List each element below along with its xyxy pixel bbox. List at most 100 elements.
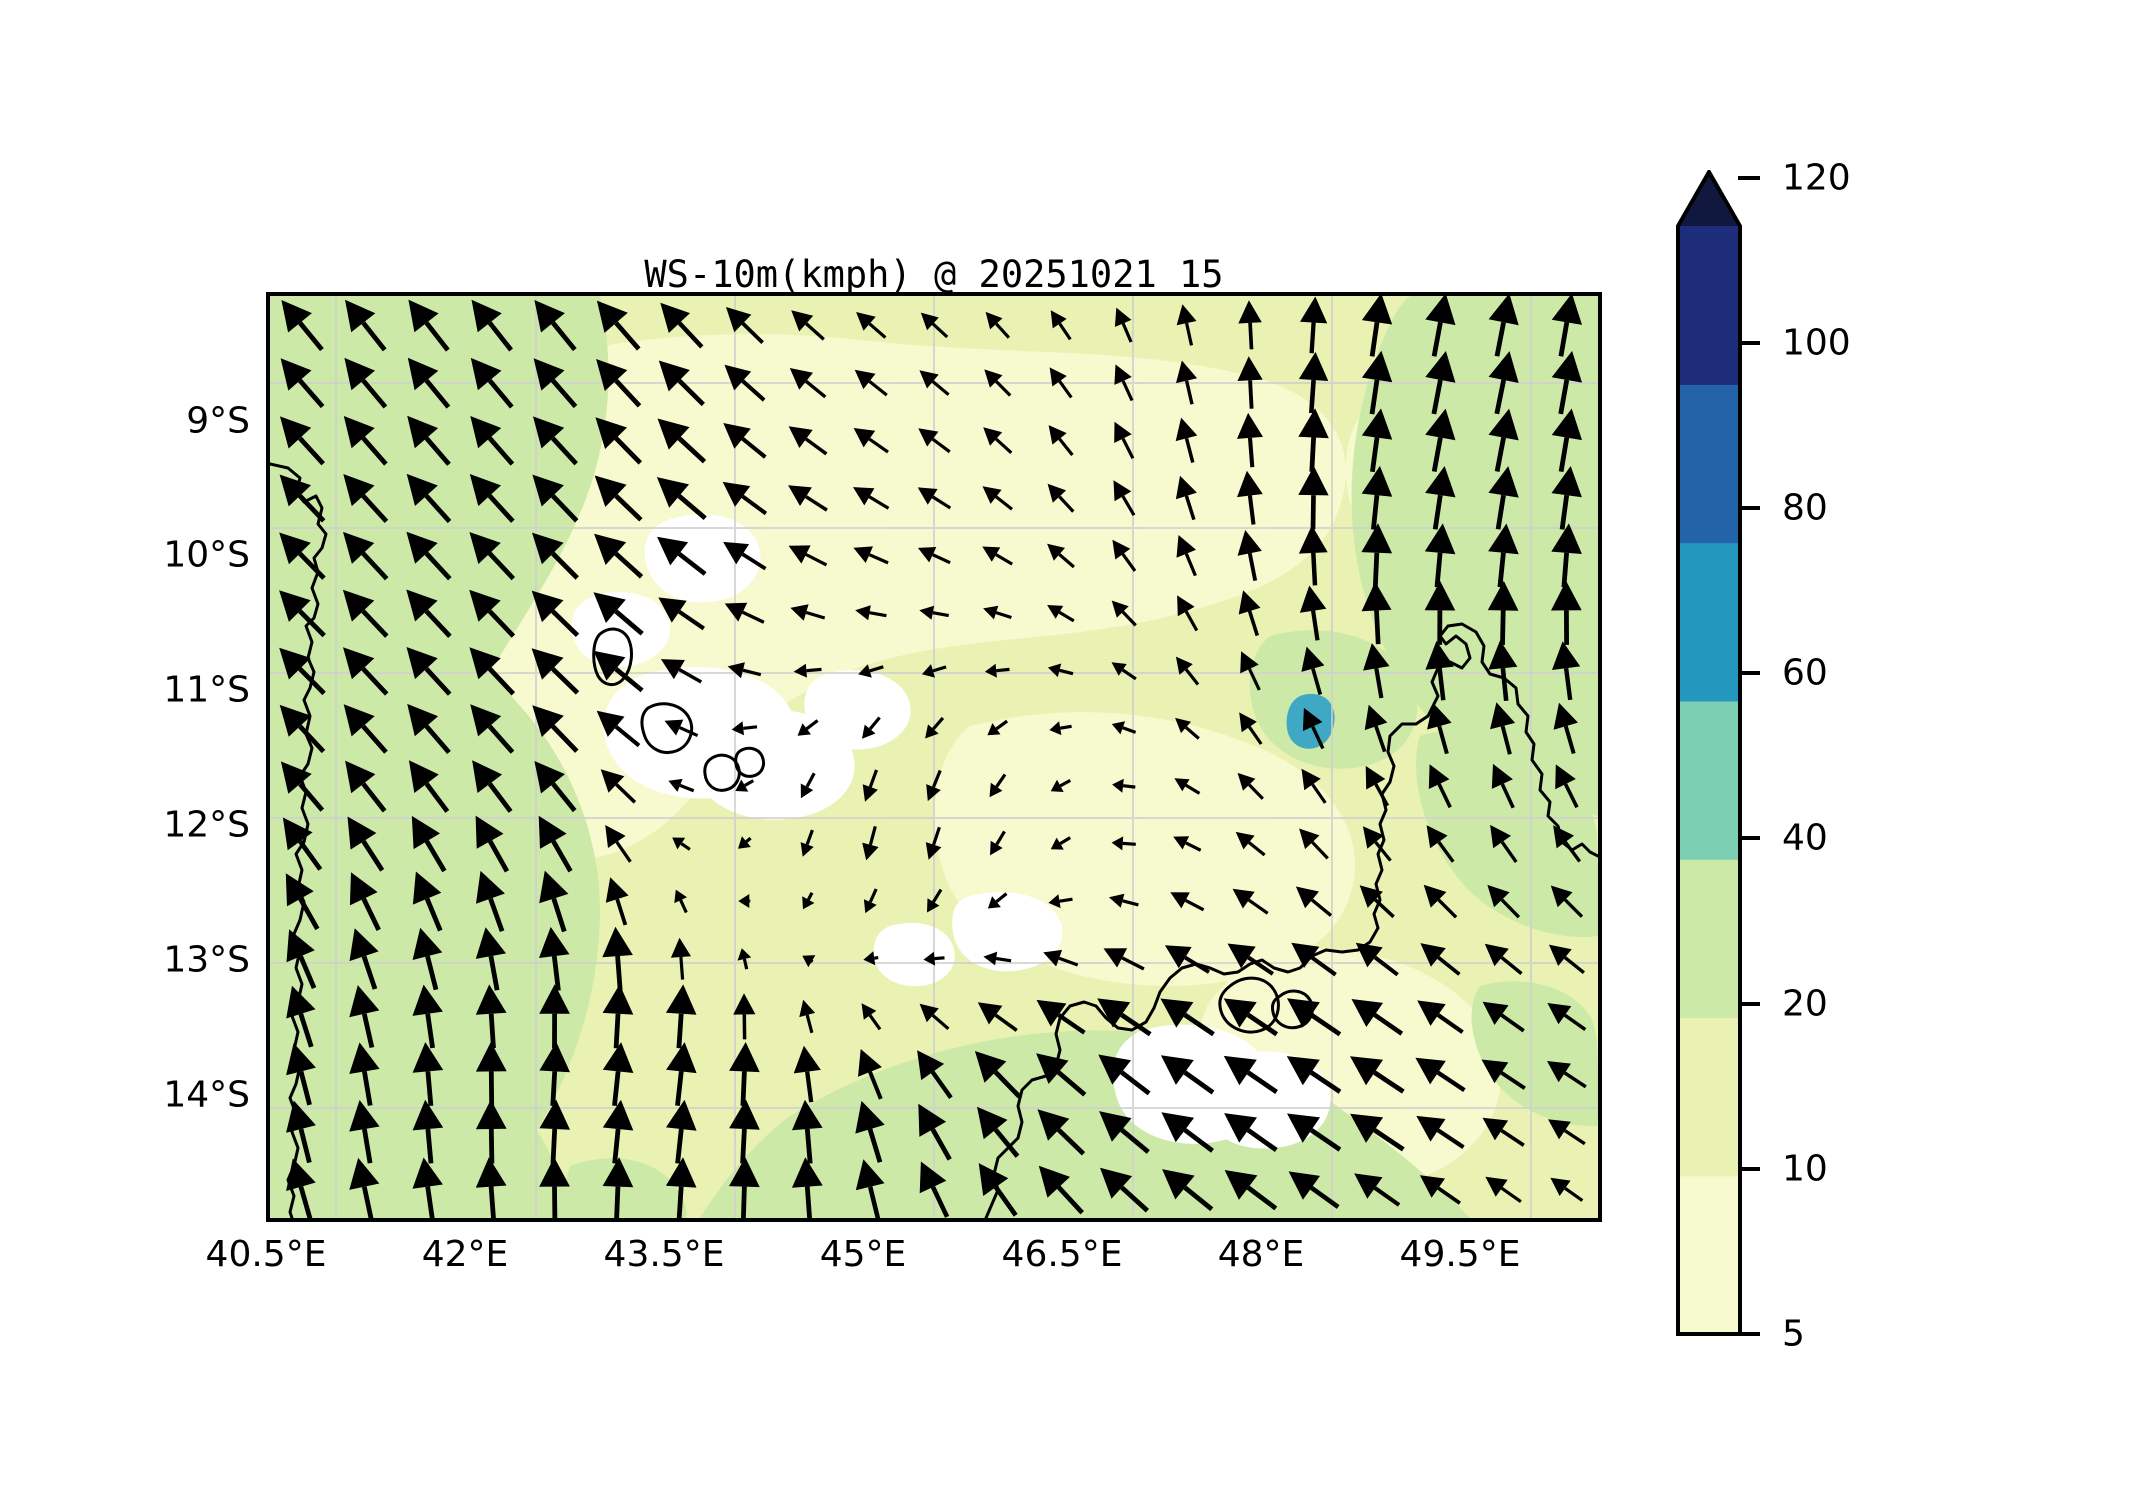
wind-arrow-head [1295, 886, 1319, 909]
colorbar-tick-mark-60 [1738, 671, 1760, 675]
wind-arrow-shaft [932, 553, 951, 565]
wind-arrow-head [534, 300, 565, 333]
wind-arrow-head [989, 782, 1003, 798]
wind-arrow-shaft [995, 380, 1012, 397]
colorbar-outline [1676, 170, 1742, 1336]
wind-arrow-head [1488, 296, 1519, 326]
wind-arrow-shaft [488, 955, 500, 991]
wind-arrow-shaft [868, 322, 887, 339]
wind-arrow-shaft [1248, 380, 1254, 409]
wind-arrow-shaft [932, 826, 941, 846]
wind-arrow-shaft [1373, 1013, 1404, 1036]
colorbar-label-100: 100 [1782, 322, 1851, 364]
wind-arrow-head [1361, 296, 1393, 325]
wind-arrow-shaft [424, 321, 450, 352]
wind-arrow-head [1036, 999, 1067, 1027]
wind-arrow-head [1423, 884, 1447, 908]
wind-arrow-head [1551, 350, 1582, 383]
wind-arrow-shaft [612, 1071, 621, 1107]
wind-arrow-shaft [1059, 668, 1074, 676]
wind-arrow-shaft [741, 1186, 747, 1218]
wind-arrow-head [539, 1099, 570, 1130]
colorbar-label-10: 10 [1782, 1148, 1828, 1190]
wind-arrow-head [1302, 707, 1323, 732]
wind-arrow-shaft [361, 724, 388, 754]
wind-arrow-shaft [1563, 667, 1573, 701]
wind-arrow-head [918, 1103, 947, 1137]
wind-arrow-shaft [679, 726, 699, 738]
wind-arrow-shaft [298, 494, 326, 523]
wind-arrow-head [412, 1099, 444, 1131]
wind-arrow-shaft [1248, 668, 1261, 691]
wind-arrow-shaft [804, 437, 828, 456]
wind-arrow-shaft [1437, 725, 1449, 755]
wind-arrow-head [1224, 1170, 1258, 1200]
wind-arrow-head [533, 358, 565, 391]
wind-arrow-head [471, 299, 502, 333]
wind-arrow-head [1223, 1055, 1257, 1086]
wind-arrow-shaft [424, 436, 451, 466]
wind-arrow-head [921, 664, 935, 678]
wind-arrow-shaft [742, 668, 762, 677]
wind-arrow-shaft [361, 551, 389, 581]
wind-arrow-shaft [1184, 553, 1197, 577]
colorbar-label-40: 40 [1782, 817, 1828, 859]
wind-arrow-head [531, 648, 564, 680]
wind-arrow-head [665, 984, 697, 1015]
wind-arrow-shaft [1058, 495, 1075, 513]
wind-arrow-head [854, 369, 876, 390]
wind-arrow-head [1416, 1115, 1446, 1142]
wind-arrow-shaft [424, 897, 443, 932]
wind-arrow-head [1048, 894, 1061, 909]
wind-arrow-shaft [1437, 783, 1452, 809]
wind-arrow-shaft [1058, 380, 1073, 399]
wind-arrow-head [731, 721, 744, 736]
wind-arrow-shaft [995, 437, 1013, 454]
wind-arrow-shaft [615, 783, 637, 804]
wind-arrow-head [1240, 651, 1259, 674]
wind-arrow-shaft [869, 665, 884, 673]
wind-arrow-shaft [425, 1071, 434, 1107]
wind-arrow-shaft [1122, 841, 1136, 846]
wind-arrow-shaft [1436, 1013, 1464, 1034]
wind-arrow-head [412, 1157, 443, 1189]
wind-arrow-head [1298, 525, 1328, 554]
wind-arrow-head [729, 1099, 760, 1130]
wind-arrow-shaft [1558, 321, 1570, 357]
wind-arrow-head [280, 416, 312, 449]
wind-arrow-head [1175, 717, 1191, 734]
wind-arrow-shaft [1247, 552, 1258, 581]
wind-arrow-shaft [867, 1128, 883, 1163]
wind-arrow-head [858, 664, 872, 678]
wind-arrow-shaft [1436, 1128, 1465, 1149]
wind-arrow-head [660, 659, 685, 680]
wind-arrow-head [281, 300, 312, 333]
wind-arrow-head [1547, 1003, 1572, 1025]
wind-arrow-shaft [298, 378, 325, 409]
wind-arrow-head [788, 485, 812, 506]
wind-arrow-head [539, 984, 570, 1014]
wind-arrow-shaft [1121, 437, 1135, 460]
wind-arrow-shaft [1121, 380, 1134, 402]
wind-arrow-head [279, 590, 311, 622]
wind-arrow-head [1112, 778, 1124, 793]
wind-arrow-head [475, 815, 504, 849]
wind-arrow-head [1425, 296, 1456, 326]
wind-arrow-head [1488, 351, 1519, 383]
wind-arrow-head [982, 546, 1001, 562]
wind-arrow-head [605, 877, 629, 903]
wind-arrow-shaft [1121, 495, 1136, 517]
wind-arrow-shaft [362, 1128, 373, 1164]
wind-arrow-shaft [1374, 668, 1384, 699]
wind-arrow-shaft [1494, 321, 1506, 357]
xtick-label-3: 45°E [819, 1234, 907, 1275]
wind-arrow-shaft [298, 1013, 314, 1048]
wind-arrow-head [1550, 885, 1573, 908]
wind-arrow-shaft [1120, 1012, 1152, 1037]
wind-arrow-shaft [1184, 610, 1199, 632]
wind-arrow-shaft [1500, 1128, 1525, 1147]
wind-arrow-shaft [744, 779, 755, 787]
wind-arrow-head [1552, 641, 1581, 670]
wind-arrow-head [343, 647, 375, 680]
wind-arrow-head [1362, 826, 1384, 849]
